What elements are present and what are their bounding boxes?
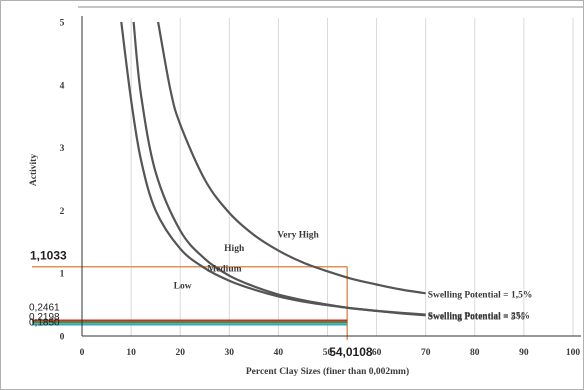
ref-label-y-1-1033: 1,1033 xyxy=(30,249,67,263)
x-axis-label: Percent Clay Sizes (finer than 0,002mm) xyxy=(246,366,409,377)
ref-label-y-0-1850: 0,1850 xyxy=(29,317,60,328)
axes xyxy=(78,6,584,337)
x-tick-label-30: 30 xyxy=(225,348,235,358)
reference-lines xyxy=(32,265,348,340)
y-tick-label-3: 3 xyxy=(60,144,65,154)
zone-label-medium: Medium xyxy=(207,264,241,274)
ref-label-y-0-2461: 0,2461 xyxy=(29,303,60,314)
x-tick-label-70: 70 xyxy=(421,348,431,358)
y-tick-label-1: 1 xyxy=(60,270,65,280)
y-tick-label-5: 5 xyxy=(60,19,65,29)
zone-label-high: High xyxy=(224,244,245,254)
curve-label-swelling-potential-25-: Swelling Potential = 25% xyxy=(428,312,530,322)
zone-label-low: Low xyxy=(174,281,192,291)
curve-label-swelling-potential-1-5-: Swelling Potential = 1,5% xyxy=(428,290,533,300)
x-tick-label-10: 10 xyxy=(126,348,136,358)
ref-label-y-0-2198: 0,2198 xyxy=(29,312,60,323)
x-tick-label-60: 60 xyxy=(372,348,382,358)
y-tick-label-0: 0 xyxy=(60,333,65,343)
x-tick-label-20: 20 xyxy=(175,348,185,358)
x-tick-label-90: 90 xyxy=(519,348,529,358)
x-tick-label-0: 0 xyxy=(80,348,85,358)
labels: 0 10 20 30 40 50 60 70 80 90 100 0 1 2 3 4 5 Percent Clay… xyxy=(29,19,580,378)
grid-lines xyxy=(130,18,574,336)
y-tick-label-4: 4 xyxy=(60,81,65,91)
x-tick-label-50: 50 xyxy=(323,348,333,358)
x-tick-label-80: 80 xyxy=(470,348,480,358)
curves xyxy=(120,21,426,317)
curve-swelling-potential-1-5- xyxy=(157,21,426,295)
curve-label-swelling-potential-5-: Swelling Potential = 5% xyxy=(428,312,526,322)
ref-label-x: 54,0108 xyxy=(329,345,373,359)
x-tick-label-40: 40 xyxy=(274,348,284,358)
zone-label-very-high: Very High xyxy=(277,230,319,240)
curve-swelling-potential-5- xyxy=(132,21,426,317)
y-axis-label: Activity xyxy=(29,154,39,186)
y-tick-label-2: 2 xyxy=(60,207,65,217)
x-tick-label-100: 100 xyxy=(566,348,581,358)
